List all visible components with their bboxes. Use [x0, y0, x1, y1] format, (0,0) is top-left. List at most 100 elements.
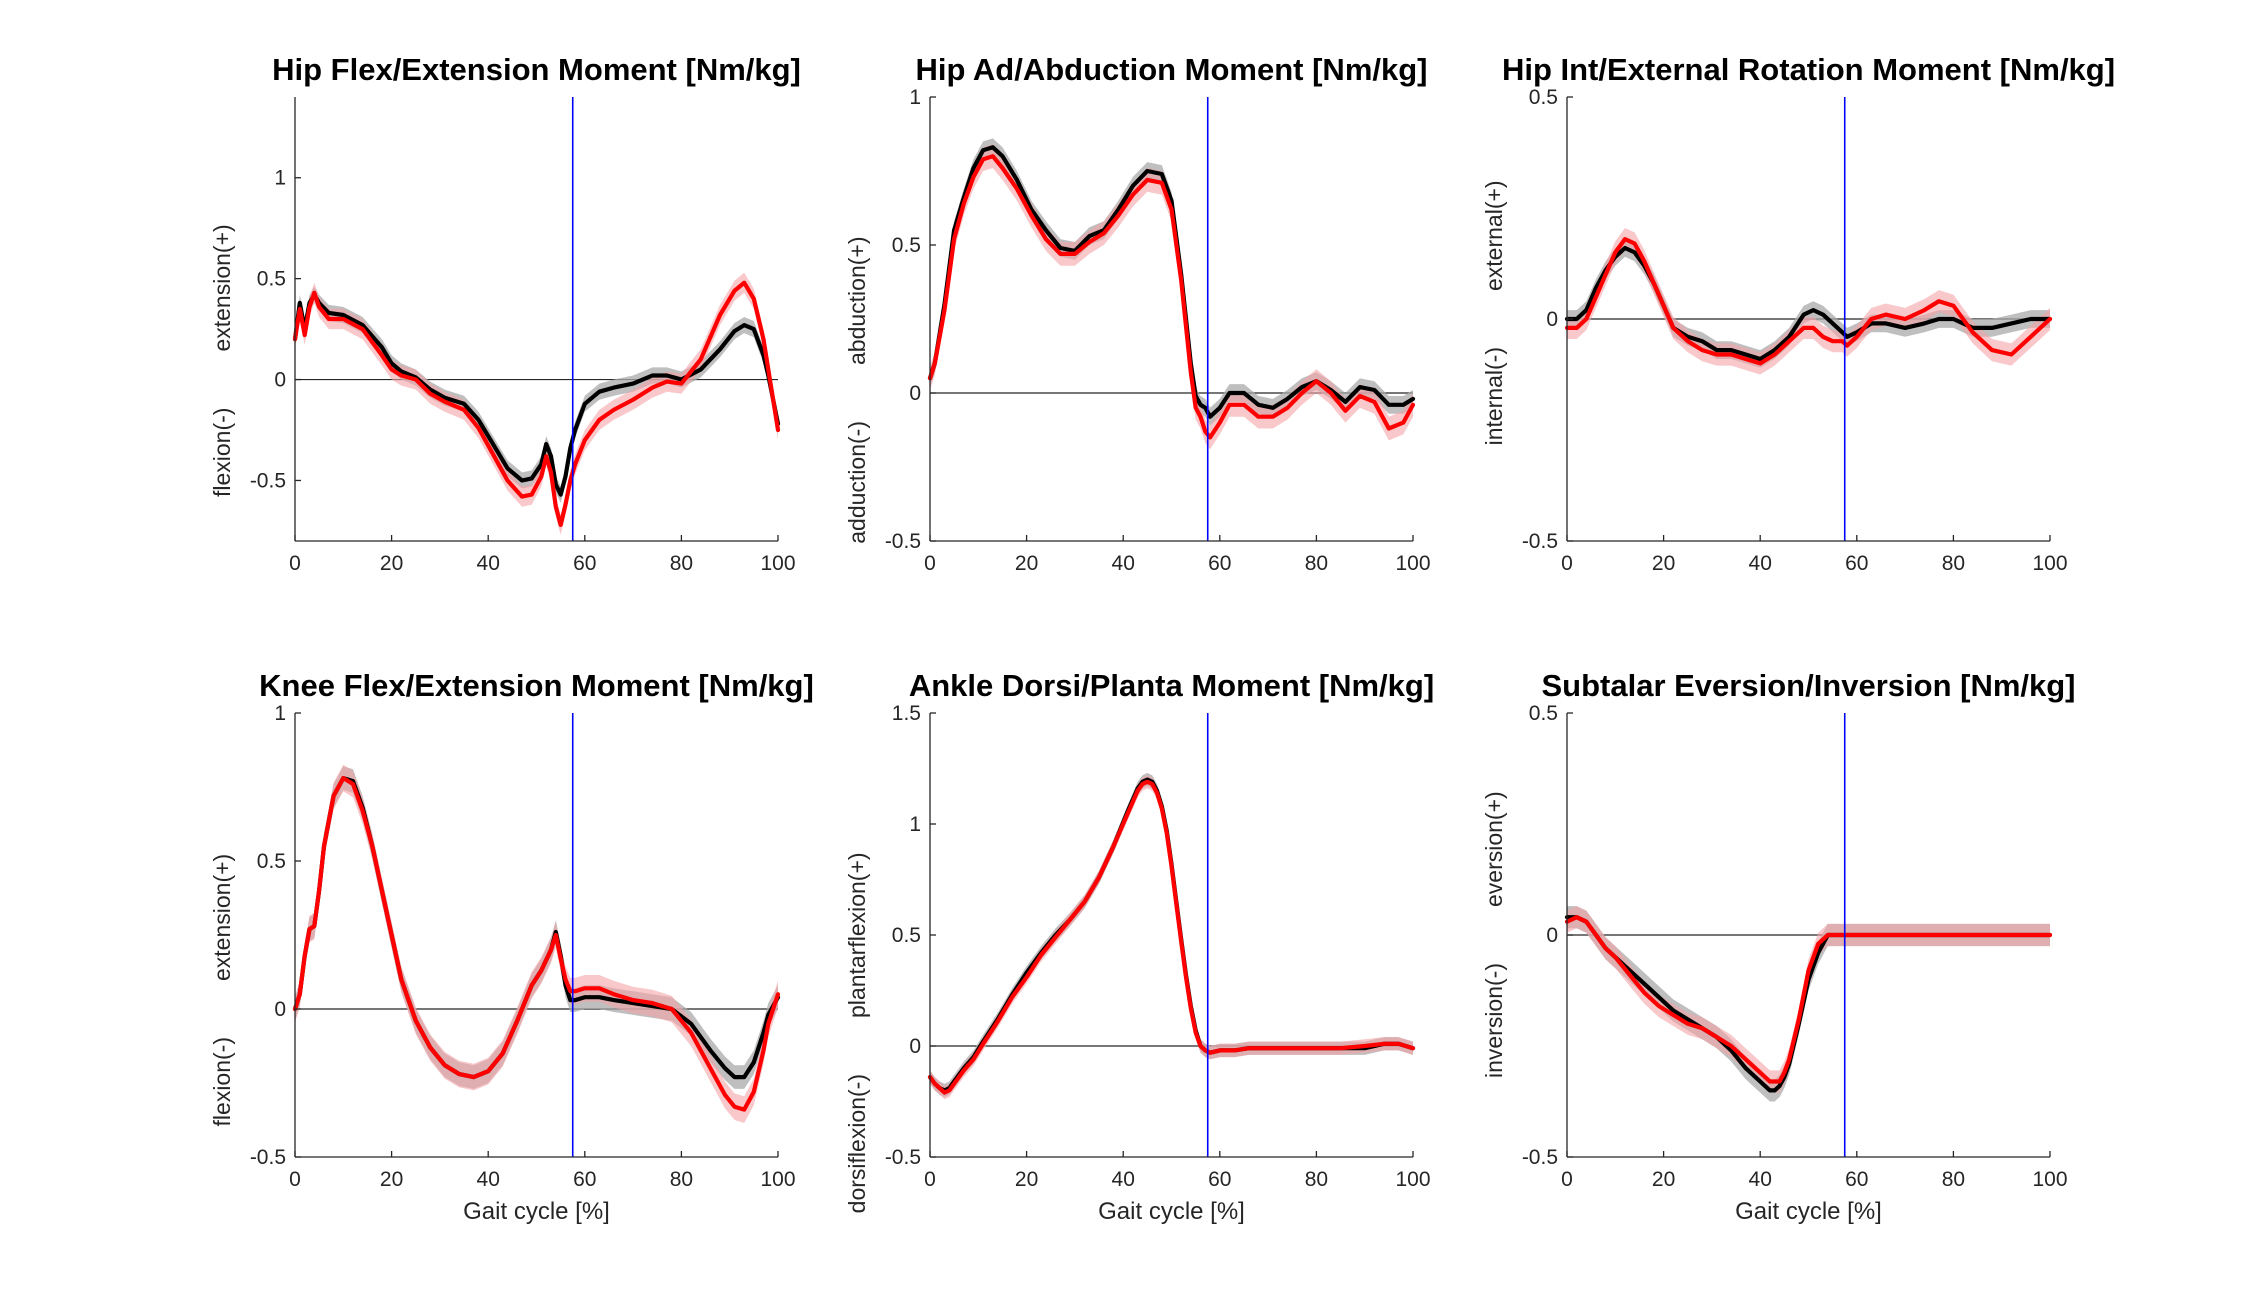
x-tick-label: 40: [1112, 552, 1135, 575]
x-tick-label: 100: [1395, 552, 1430, 575]
x-tick-label: 20: [1652, 552, 1675, 575]
y-tick-label: 0: [909, 1035, 921, 1058]
chart-title: Knee Flex/Extension Moment [Nm/kg]: [259, 668, 814, 703]
y-tick-label: -0.5: [250, 469, 286, 492]
y-tick-label: 0: [909, 382, 921, 405]
x-tick-label: 60: [573, 552, 596, 575]
y-tick-label: 0: [274, 369, 286, 392]
x-tick-label: 0: [924, 1168, 936, 1191]
x-tick-label: 100: [1395, 1168, 1430, 1191]
x-axis-label: Gait cycle [%]: [463, 1198, 610, 1225]
x-tick-label: 0: [1561, 552, 1573, 575]
y-label-negative: adduction(-): [844, 421, 870, 544]
y-label-negative: internal(-): [1481, 347, 1507, 445]
series-band-2: [295, 764, 778, 1123]
y-label-positive: extension(+): [209, 854, 235, 981]
panel-1: 0 20 40 60 80 100 -0.5 0 0.5 1 Hip Flex/Extension …: [209, 52, 801, 575]
chart-title: Ankle Dorsi/Planta Moment [Nm/kg]: [909, 668, 1434, 703]
y-tick-label: 0: [1546, 308, 1558, 331]
y-tick-label: 1: [909, 813, 921, 836]
series-band-1: [930, 138, 1413, 426]
chart-title: Hip Int/External Rotation Moment [Nm/kg]: [1502, 52, 2115, 87]
series-line-2: [1564, 915, 2053, 1084]
x-tick-label: 40: [1112, 1168, 1135, 1191]
chart-title: Hip Ad/Abduction Moment [Nm/kg]: [915, 52, 1427, 87]
series-line-1: [292, 292, 781, 497]
y-tick-label: -0.5: [1522, 530, 1558, 553]
x-tick-label: 60: [1845, 552, 1868, 575]
x-tick-label: 20: [1015, 552, 1038, 575]
y-tick-label: 1: [909, 86, 921, 109]
x-tick-label: 60: [1208, 552, 1231, 575]
x-tick-label: 60: [1845, 1168, 1868, 1191]
y-tick-label: -0.5: [1522, 1146, 1558, 1169]
y-tick-label: 0.5: [257, 850, 286, 873]
x-tick-label: 80: [1942, 1168, 1965, 1191]
x-tick-label: 60: [1208, 1168, 1231, 1191]
series-line-1: [1564, 245, 2053, 362]
x-tick-label: 20: [1015, 1168, 1038, 1191]
chart-title: Subtalar Eversion/Inversion [Nm/kg]: [1541, 668, 2075, 703]
series-line-1: [927, 145, 1416, 419]
series-line-2: [292, 280, 781, 527]
x-tick-label: 20: [380, 1168, 403, 1191]
y-tick-label: 0.5: [892, 924, 921, 947]
y-tick-label: 1.5: [892, 702, 921, 725]
x-tick-label: 20: [380, 552, 403, 575]
x-tick-label: 40: [1749, 1168, 1772, 1191]
x-tick-label: 100: [2032, 1168, 2067, 1191]
y-label-positive: external(+): [1481, 180, 1507, 291]
y-tick-label: 1: [274, 702, 286, 725]
y-label-positive: plantarflexion(+): [844, 852, 870, 1018]
x-tick-label: 100: [2032, 552, 2067, 575]
x-tick-label: 100: [760, 1168, 795, 1191]
x-tick-label: 20: [1652, 1168, 1675, 1191]
x-tick-label: 0: [924, 552, 936, 575]
series-line-2: [1564, 237, 2053, 366]
y-tick-label: -0.5: [250, 1146, 286, 1169]
x-axis-label: Gait cycle [%]: [1098, 1198, 1245, 1225]
x-tick-label: 40: [1749, 552, 1772, 575]
y-tick-label: 0.5: [1529, 86, 1558, 109]
series-line-2: [927, 154, 1416, 440]
x-tick-label: 0: [289, 552, 301, 575]
y-label-positive: eversion(+): [1481, 791, 1507, 907]
x-tick-label: 100: [760, 552, 795, 575]
y-label-positive: abduction(+): [844, 237, 870, 366]
y-tick-label: 0.5: [257, 268, 286, 291]
x-tick-label: 40: [477, 1168, 500, 1191]
x-tick-label: 40: [477, 552, 500, 575]
y-tick-label: 0: [1546, 924, 1558, 947]
x-tick-label: 80: [1942, 552, 1965, 575]
x-tick-label: 0: [1561, 1168, 1573, 1191]
series-line-2: [927, 779, 1416, 1095]
series-line-2: [292, 776, 781, 1112]
y-tick-label: 0.5: [1529, 702, 1558, 725]
series-band-2: [295, 272, 778, 535]
chart-title: Hip Flex/Extension Moment [Nm/kg]: [272, 52, 801, 87]
y-label-negative: dorsiflexion(-): [844, 1074, 870, 1213]
x-tick-label: 80: [1305, 1168, 1328, 1191]
series-band-1: [295, 286, 778, 503]
y-tick-label: -0.5: [885, 530, 921, 553]
y-label-positive: extension(+): [209, 224, 235, 351]
y-label-negative: flexion(-): [209, 1037, 235, 1126]
x-tick-label: 0: [289, 1168, 301, 1191]
y-tick-label: 0: [274, 998, 286, 1021]
x-tick-label: 80: [670, 1168, 693, 1191]
x-tick-label: 80: [1305, 552, 1328, 575]
y-label-negative: inversion(-): [1481, 963, 1507, 1078]
y-tick-label: 0.5: [892, 234, 921, 257]
x-tick-label: 80: [670, 552, 693, 575]
series-band-2: [930, 775, 1413, 1100]
y-tick-label: 1: [274, 167, 286, 190]
y-tick-label: -0.5: [885, 1146, 921, 1169]
x-tick-label: 60: [573, 1168, 596, 1191]
x-axis-label: Gait cycle [%]: [1735, 1198, 1882, 1225]
